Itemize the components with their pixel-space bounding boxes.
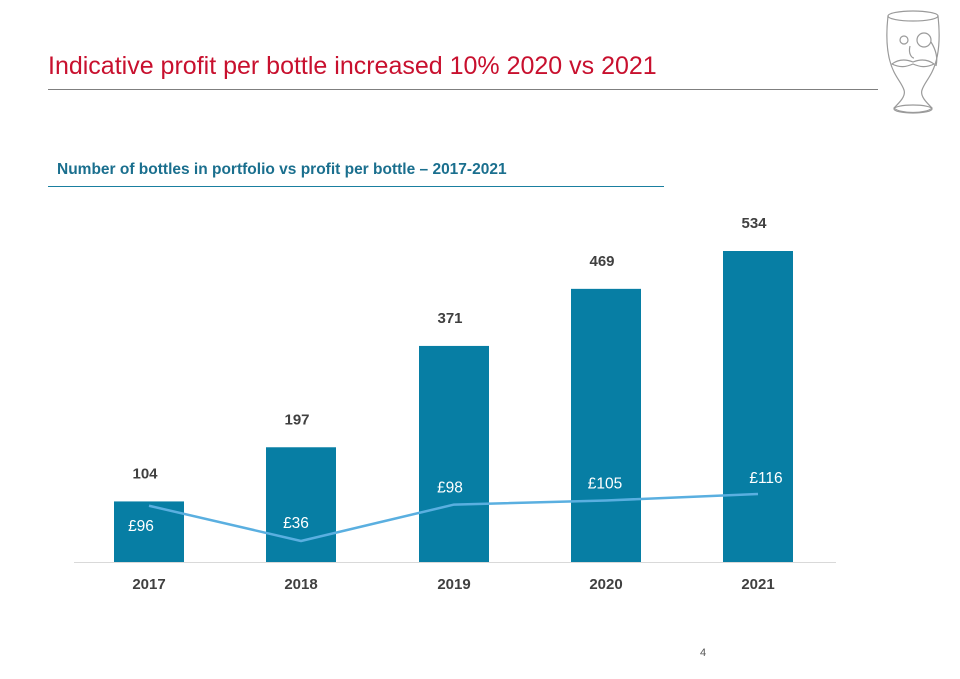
x-tick-label: 2021 — [741, 576, 774, 593]
bar-2019 — [419, 345, 489, 562]
x-tick-label: 2020 — [589, 576, 622, 593]
bar-value-label: 534 — [741, 215, 767, 232]
profit-value-label: £98 — [437, 480, 463, 497]
slide-title: Indicative profit per bottle increased 1… — [48, 52, 657, 80]
profit-value-label: £116 — [749, 470, 782, 487]
profit-value-label: £36 — [283, 515, 309, 532]
bar-2018 — [266, 447, 336, 562]
x-tick-label: 2018 — [284, 576, 317, 593]
bar-value-label: 371 — [437, 310, 462, 327]
subtitle-divider — [48, 186, 664, 187]
bar-2020 — [571, 288, 641, 562]
bar-value-label: 197 — [284, 411, 309, 428]
bar-2021 — [723, 251, 793, 562]
whisky-glass-monocle-mustache-icon — [886, 10, 940, 114]
chart-subtitle: Number of bottles in portfolio vs profit… — [57, 161, 507, 178]
x-tick-label: 2019 — [437, 576, 470, 593]
bar-value-label: 104 — [132, 465, 158, 482]
x-tick-label: 2017 — [132, 576, 165, 593]
profit-value-label: £96 — [128, 518, 154, 535]
bar-value-label: 469 — [589, 253, 614, 270]
title-divider — [48, 89, 878, 90]
page-number: 4 — [700, 647, 707, 659]
profit-per-bottle-line — [148, 492, 759, 543]
profit-value-label: £105 — [588, 475, 622, 492]
